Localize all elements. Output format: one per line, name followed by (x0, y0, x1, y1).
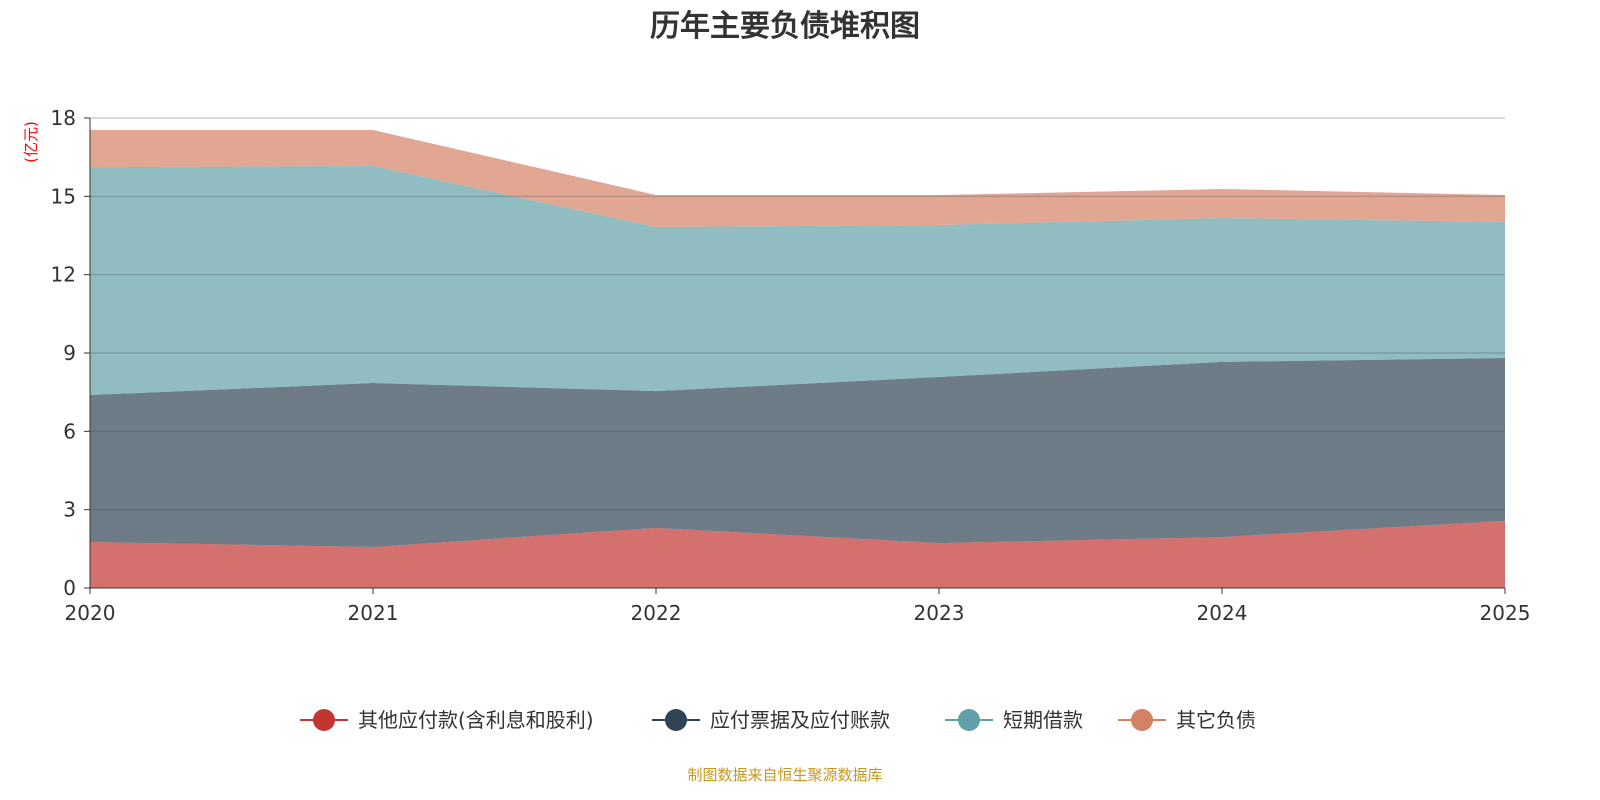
area-series-3 (90, 130, 1505, 227)
area-series-2 (90, 166, 1505, 396)
x-tick-label: 2021 (348, 601, 399, 625)
legend-label: 其他应付款(含利息和股利) (358, 708, 594, 732)
legend-marker (1131, 709, 1153, 731)
legend-label: 应付票据及应付账款 (710, 708, 890, 732)
legend-item-1[interactable]: 应付票据及应付账款 (652, 708, 890, 732)
y-axis-unit: (亿元) (22, 121, 40, 163)
y-tick-label: 15 (51, 184, 76, 208)
legend-marker (665, 709, 687, 731)
x-tick-label: 2025 (1480, 601, 1531, 625)
y-tick-label: 6 (63, 419, 76, 443)
x-tick-label: 2024 (1197, 601, 1248, 625)
x-tick-label: 2020 (65, 601, 116, 625)
y-tick-label: 3 (63, 498, 76, 522)
area-series-1 (90, 357, 1505, 548)
chart-title: 历年主要负债堆积图 (650, 9, 920, 44)
legend-item-0[interactable]: 其他应付款(含利息和股利) (300, 708, 594, 732)
legend-label: 短期借款 (1003, 708, 1083, 732)
y-tick-label: 18 (51, 106, 76, 130)
legend-item-2[interactable]: 短期借款 (945, 708, 1083, 732)
y-tick-label: 12 (51, 263, 76, 287)
legend-label: 其它负债 (1176, 708, 1256, 732)
y-tick-label: 9 (63, 341, 76, 365)
x-tick-label: 2022 (631, 601, 682, 625)
legend-marker (958, 709, 980, 731)
area-series-0 (90, 520, 1505, 588)
legend-item-3[interactable]: 其它负债 (1118, 708, 1256, 732)
legend-marker (313, 709, 335, 731)
x-tick-label: 2023 (914, 601, 965, 625)
y-tick-label: 0 (63, 576, 76, 600)
data-source: 制图数据来自恒生聚源数据库 (687, 766, 882, 784)
